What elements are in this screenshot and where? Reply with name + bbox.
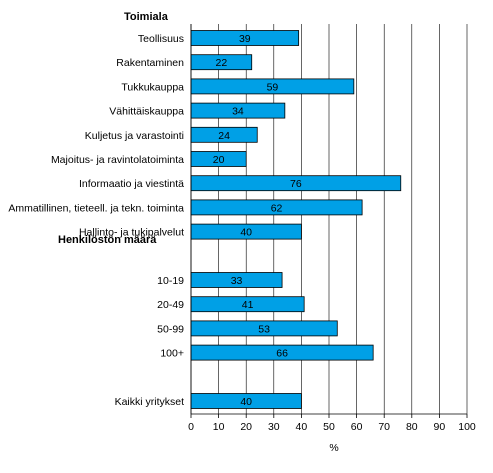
category-label: Vähittäiskauppa xyxy=(109,106,184,118)
category-label: 20-49 xyxy=(157,299,184,311)
category-label: Informaatio ja viestintä xyxy=(79,178,184,190)
category-label: 100+ xyxy=(160,348,184,360)
x-tick-label: 50 xyxy=(323,421,335,433)
x-tick-label: 20 xyxy=(240,421,252,433)
x-tick-label: 80 xyxy=(406,421,418,433)
value-label: 62 xyxy=(271,202,283,214)
value-label: 41 xyxy=(242,299,254,311)
category-label: Ammatillinen, tieteell. ja tekn. toimint… xyxy=(8,202,184,214)
value-label: 20 xyxy=(213,154,225,166)
x-tick-label: 60 xyxy=(351,421,363,433)
value-label: 24 xyxy=(218,130,230,142)
value-label: 33 xyxy=(231,275,243,287)
category-label: Hallinto- ja tukipalvelut xyxy=(79,227,184,239)
category-label: Majoitus- ja ravintolatoiminta xyxy=(51,154,184,166)
value-label: 22 xyxy=(216,57,228,69)
x-tick-label: 100 xyxy=(458,421,476,433)
group-title: Henkilöstön määrä xyxy=(58,234,157,246)
x-axis-label: % xyxy=(329,442,338,454)
value-label: 40 xyxy=(240,396,252,408)
x-tick-label: 70 xyxy=(378,421,390,433)
value-label: 39 xyxy=(239,33,251,45)
x-tick-label: 90 xyxy=(434,421,446,433)
x-axis: 0 10 20 30 40 50 60 70 80 90 100 xyxy=(188,24,476,433)
x-tick-label: 10 xyxy=(213,421,225,433)
category-label: Kuljetus ja varastointi xyxy=(85,130,184,142)
group-title: Toimiala xyxy=(124,11,169,23)
category-labels: Toimiala Teollisuus Rakentaminen Tukkukaupp… xyxy=(8,11,184,408)
x-tick-label: 40 xyxy=(296,421,308,433)
value-label: 53 xyxy=(258,323,270,335)
x-tick-label: 30 xyxy=(268,421,280,433)
category-label: Tukkukauppa xyxy=(121,81,184,93)
value-label: 59 xyxy=(267,81,279,93)
category-label: Rakentaminen xyxy=(116,57,184,69)
x-tick-label: 0 xyxy=(188,421,194,433)
category-label: Teollisuus xyxy=(138,33,184,45)
value-label: 34 xyxy=(232,106,244,118)
category-label: Kaikki yritykset xyxy=(115,396,185,408)
value-label: 40 xyxy=(240,227,252,239)
value-label: 66 xyxy=(276,348,288,360)
category-label: 10-19 xyxy=(157,275,184,287)
category-label: 50-99 xyxy=(157,323,184,335)
value-label: 76 xyxy=(290,178,302,190)
